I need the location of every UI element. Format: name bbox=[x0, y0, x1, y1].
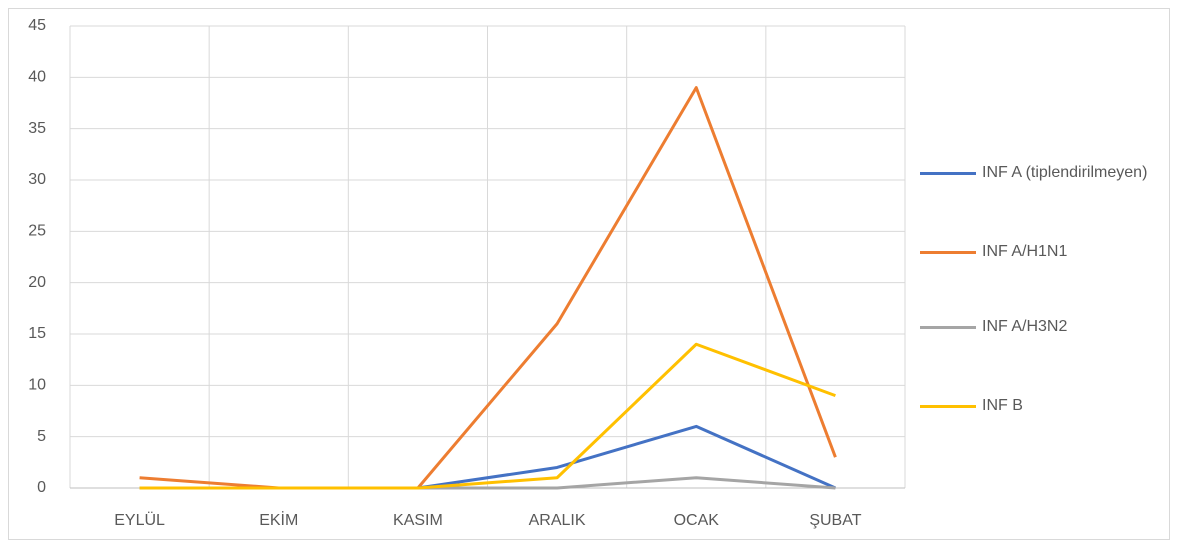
x-tick-label: KASIM bbox=[393, 512, 443, 529]
y-tick-label: 35 bbox=[28, 120, 46, 137]
y-tick-label: 15 bbox=[28, 325, 46, 342]
legend-swatch bbox=[920, 251, 976, 254]
y-tick-label: 5 bbox=[37, 428, 46, 445]
y-tick-label: 10 bbox=[28, 377, 46, 394]
y-tick-label: 40 bbox=[28, 69, 46, 86]
y-tick-label: 30 bbox=[28, 171, 46, 188]
x-tick-label: EYLÜL bbox=[114, 511, 165, 529]
y-tick-label: 25 bbox=[28, 223, 46, 240]
series-line bbox=[139, 342, 836, 490]
legend-label: INF A (tiplendirilmeyen) bbox=[982, 164, 1148, 181]
x-tick-label: ŞUBAT bbox=[809, 512, 861, 529]
x-tick-label: EKİM bbox=[259, 510, 298, 529]
chart-border bbox=[8, 8, 1170, 540]
legend-label: INF A/H3N2 bbox=[982, 318, 1068, 335]
legend-label: INF A/H1N1 bbox=[982, 243, 1068, 260]
x-tick-label: OCAK bbox=[674, 512, 720, 529]
legend-swatch bbox=[920, 172, 976, 175]
y-tick-label: 0 bbox=[37, 479, 46, 496]
legend-swatch bbox=[920, 326, 976, 329]
y-tick-label: 45 bbox=[28, 17, 46, 34]
x-tick-label: ARALIK bbox=[529, 512, 586, 529]
series-line bbox=[139, 86, 837, 490]
legend-swatch bbox=[920, 405, 976, 408]
y-tick-label: 20 bbox=[28, 274, 46, 291]
legend-label: INF B bbox=[982, 397, 1023, 414]
